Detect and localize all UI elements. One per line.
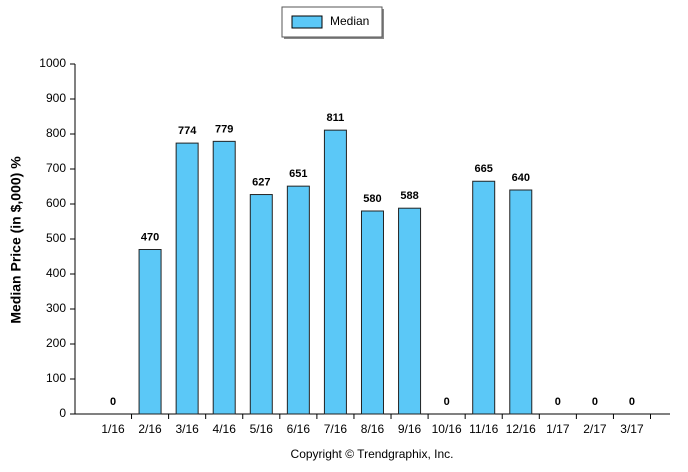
value-label: 0 <box>555 396 561 408</box>
x-tick-label: 3/17 <box>620 422 644 436</box>
y-tick-label: 200 <box>46 336 66 350</box>
value-label: 0 <box>110 396 116 408</box>
y-tick-label: 600 <box>46 196 66 210</box>
x-tick-label: 7/16 <box>324 422 348 436</box>
x-tick-label: 5/16 <box>250 422 274 436</box>
bar <box>249 194 273 415</box>
y-tick-label: 800 <box>46 126 66 140</box>
x-tick-label: 2/16 <box>138 422 162 436</box>
value-label: 774 <box>178 125 197 137</box>
bar <box>360 210 384 415</box>
value-label: 0 <box>444 396 450 408</box>
bar <box>212 140 236 415</box>
x-tick-label: 11/16 <box>469 422 498 436</box>
bar <box>398 207 422 415</box>
y-tick-label: 1000 <box>39 56 66 70</box>
value-label: 651 <box>289 168 307 180</box>
x-tick-label: 9/16 <box>398 422 422 436</box>
value-label: 627 <box>252 176 270 188</box>
y-tick-label: 100 <box>46 371 66 385</box>
value-label: 470 <box>141 231 159 243</box>
value-label: 0 <box>629 396 635 408</box>
bar <box>286 185 310 415</box>
bar <box>138 249 162 415</box>
x-tick-label: 1/17 <box>546 422 570 436</box>
y-tick-label: 300 <box>46 301 66 315</box>
value-label: 640 <box>512 172 530 184</box>
bar <box>323 129 347 415</box>
x-tick-label: 2/17 <box>583 422 607 436</box>
bar <box>175 142 199 415</box>
value-label: 779 <box>215 123 233 135</box>
footer: Copyright © Trendgraphix, Inc. <box>291 447 454 461</box>
legend-swatch <box>291 15 323 29</box>
value-label: 588 <box>400 190 418 202</box>
value-label: 665 <box>475 163 493 175</box>
x-tick-label: 6/16 <box>287 422 311 436</box>
x-tick-label: 3/16 <box>175 422 199 436</box>
value-label: 0 <box>592 396 598 408</box>
bar <box>509 189 533 415</box>
y-tick-label: 400 <box>46 266 66 280</box>
value-label: 580 <box>363 193 381 205</box>
x-tick-label: 8/16 <box>361 422 385 436</box>
x-tick-label: 4/16 <box>213 422 237 436</box>
y-tick-label: 0 <box>59 406 66 420</box>
value-label: 811 <box>327 112 345 124</box>
y-tick-label: 700 <box>46 161 66 175</box>
y-tick-label: 900 <box>46 91 66 105</box>
y-axis-label: Median Price (in $,000) % <box>8 156 24 324</box>
bar <box>472 180 496 415</box>
x-tick-label: 1/16 <box>101 422 125 436</box>
y-tick-label: 500 <box>46 231 66 245</box>
legend-label: Median <box>330 14 369 28</box>
x-tick-label: 10/16 <box>432 422 462 436</box>
x-tick-label: 12/16 <box>506 422 536 436</box>
